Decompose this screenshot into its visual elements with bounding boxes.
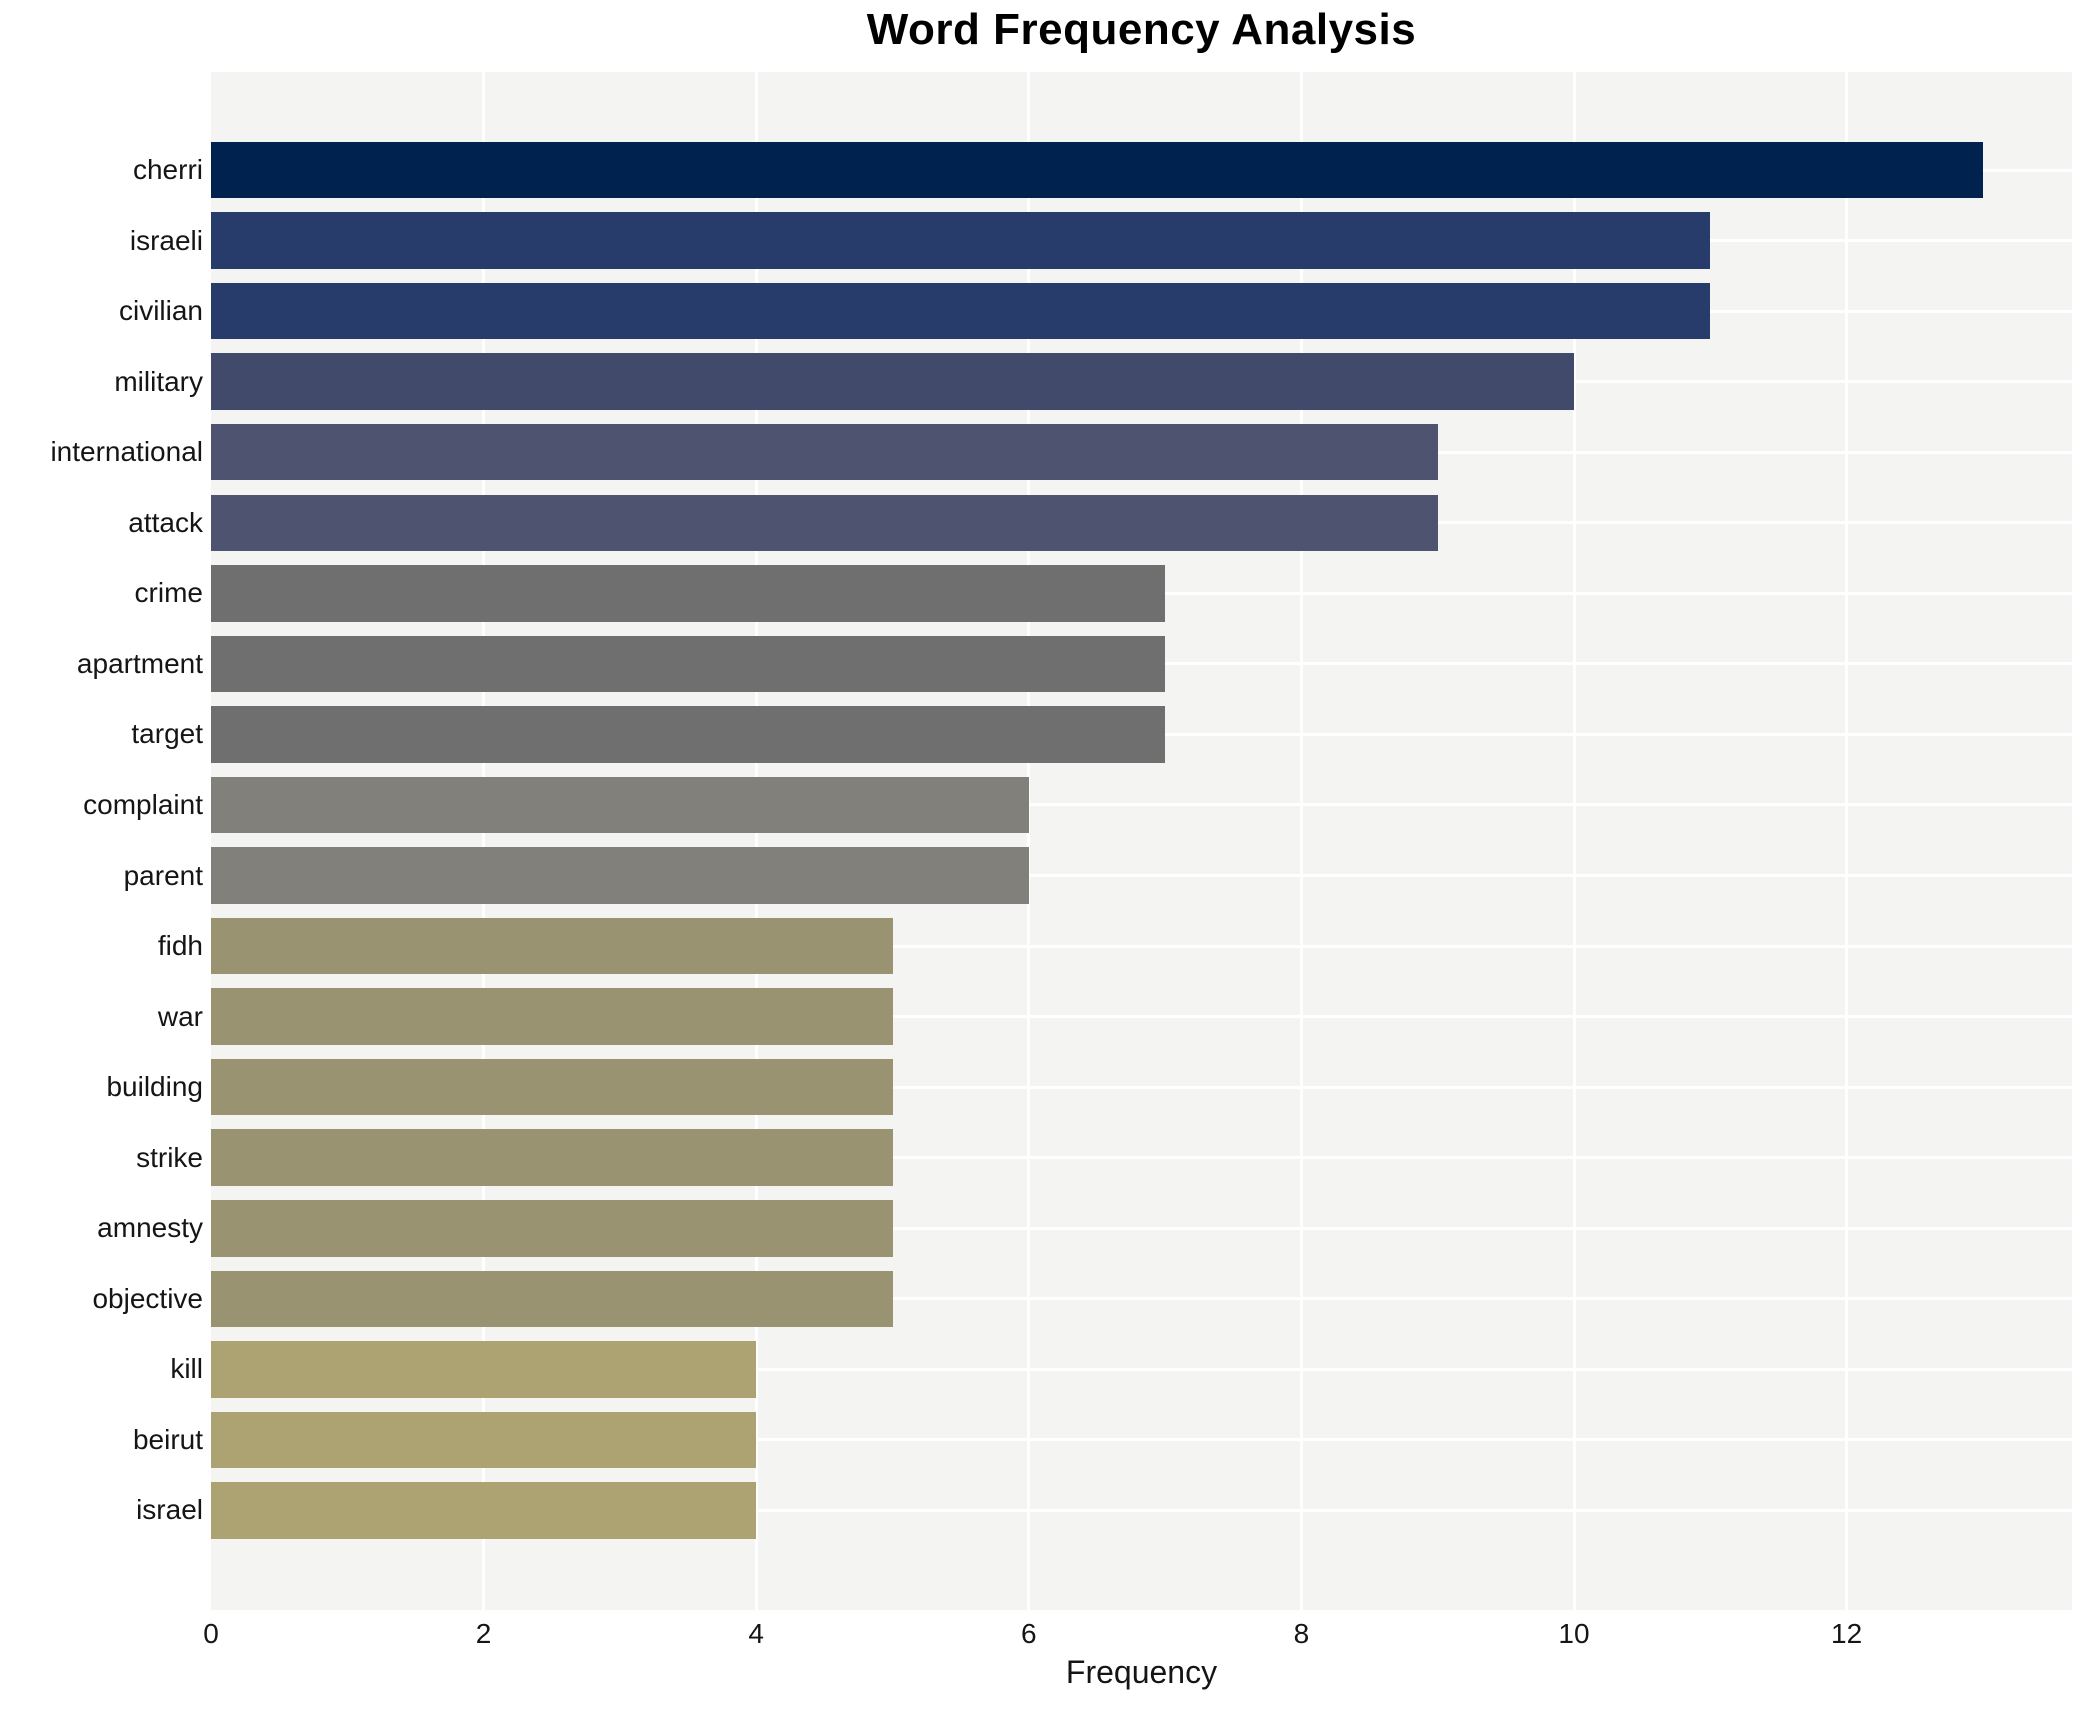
bar-attack — [211, 494, 1438, 551]
y-tick-label-crime: crime — [134, 577, 203, 609]
gridline-y-building — [211, 1085, 2072, 1089]
plot-area — [211, 72, 2072, 1610]
bar-israeli — [211, 212, 1711, 269]
y-tick-label-israeli: israeli — [129, 224, 203, 256]
x-tick-label-0: 0 — [203, 1618, 219, 1649]
y-tick-label-amnesty: amnesty — [97, 1212, 203, 1244]
bar-israel — [211, 1482, 757, 1539]
bar-military — [211, 353, 1574, 410]
y-tick-label-parent: parent — [123, 859, 203, 891]
gridline-y-war — [211, 1015, 2072, 1019]
gridline-y-kill — [211, 1367, 2072, 1371]
bar-international — [211, 423, 1438, 481]
y-tick-label-attack: attack — [128, 506, 203, 538]
bar-war — [211, 988, 893, 1045]
bar-building — [211, 1058, 893, 1116]
x-tick-label-6: 6 — [1021, 1618, 1037, 1649]
x-tick-label-10: 10 — [1558, 1618, 1590, 1649]
y-tick-label-war: war — [157, 1000, 203, 1032]
bar-apartment — [211, 635, 1166, 693]
bar-fidh — [211, 917, 893, 975]
bar-strike — [211, 1129, 893, 1186]
y-tick-label-objective: objective — [92, 1282, 203, 1314]
gridline-y-amnesty — [211, 1226, 2072, 1230]
gridline-y-strike — [211, 1156, 2072, 1160]
x-axis-label: Frequency — [1065, 1654, 1218, 1690]
y-tick-label-kill: kill — [170, 1353, 203, 1385]
y-tick-label-complaint: complaint — [83, 788, 203, 820]
bar-civilian — [211, 282, 1711, 340]
y-tick-label-apartment: apartment — [76, 647, 203, 679]
bar-kill — [211, 1341, 757, 1398]
gridline-x-2 — [482, 72, 486, 1610]
y-tick-label-strike: strike — [136, 1141, 203, 1173]
y-tick-label-israel: israel — [136, 1494, 203, 1526]
chart-title: Word Frequency Analysis — [866, 5, 1417, 54]
bar-crime — [211, 565, 1166, 622]
bar-beirut — [211, 1411, 757, 1469]
bar-objective — [211, 1270, 893, 1328]
y-tick-label-civilian: civilian — [118, 295, 203, 327]
y-tick-label-fidh: fidh — [157, 930, 203, 962]
x-tick-label-2: 2 — [475, 1618, 492, 1649]
y-tick-label-international: international — [50, 436, 203, 468]
gridline-y-fidh — [211, 944, 2072, 948]
gridline-x-4 — [754, 72, 758, 1610]
x-tick-label-12: 12 — [1831, 1618, 1863, 1649]
bar-parent — [211, 847, 1029, 904]
y-tick-label-target: target — [131, 718, 203, 750]
bar-cherri — [211, 141, 1983, 199]
y-tick-label-cherri: cherri — [132, 154, 203, 185]
gridline-x-8 — [1299, 72, 1303, 1610]
gridline-y-beirut — [211, 1438, 2072, 1442]
bar-amnesty — [211, 1200, 893, 1257]
gridline-y-parent — [211, 874, 2072, 877]
bar-complaint — [211, 776, 1029, 834]
y-tick-label-building: building — [106, 1071, 203, 1103]
y-tick-label-beirut: beirut — [132, 1423, 203, 1455]
bar-target — [211, 706, 1166, 763]
gridline-y-objective — [211, 1297, 2072, 1301]
gridline-x-10 — [1572, 72, 1576, 1610]
gridline-y-israel — [211, 1508, 2072, 1512]
gridline-x-6 — [1027, 72, 1031, 1610]
x-tick-label-4: 4 — [748, 1618, 764, 1649]
x-tick-label-8: 8 — [1293, 1618, 1310, 1649]
gridline-y-complaint — [211, 803, 2072, 807]
gridline-x-12 — [1845, 72, 1849, 1610]
y-tick-label-military: military — [114, 365, 203, 397]
